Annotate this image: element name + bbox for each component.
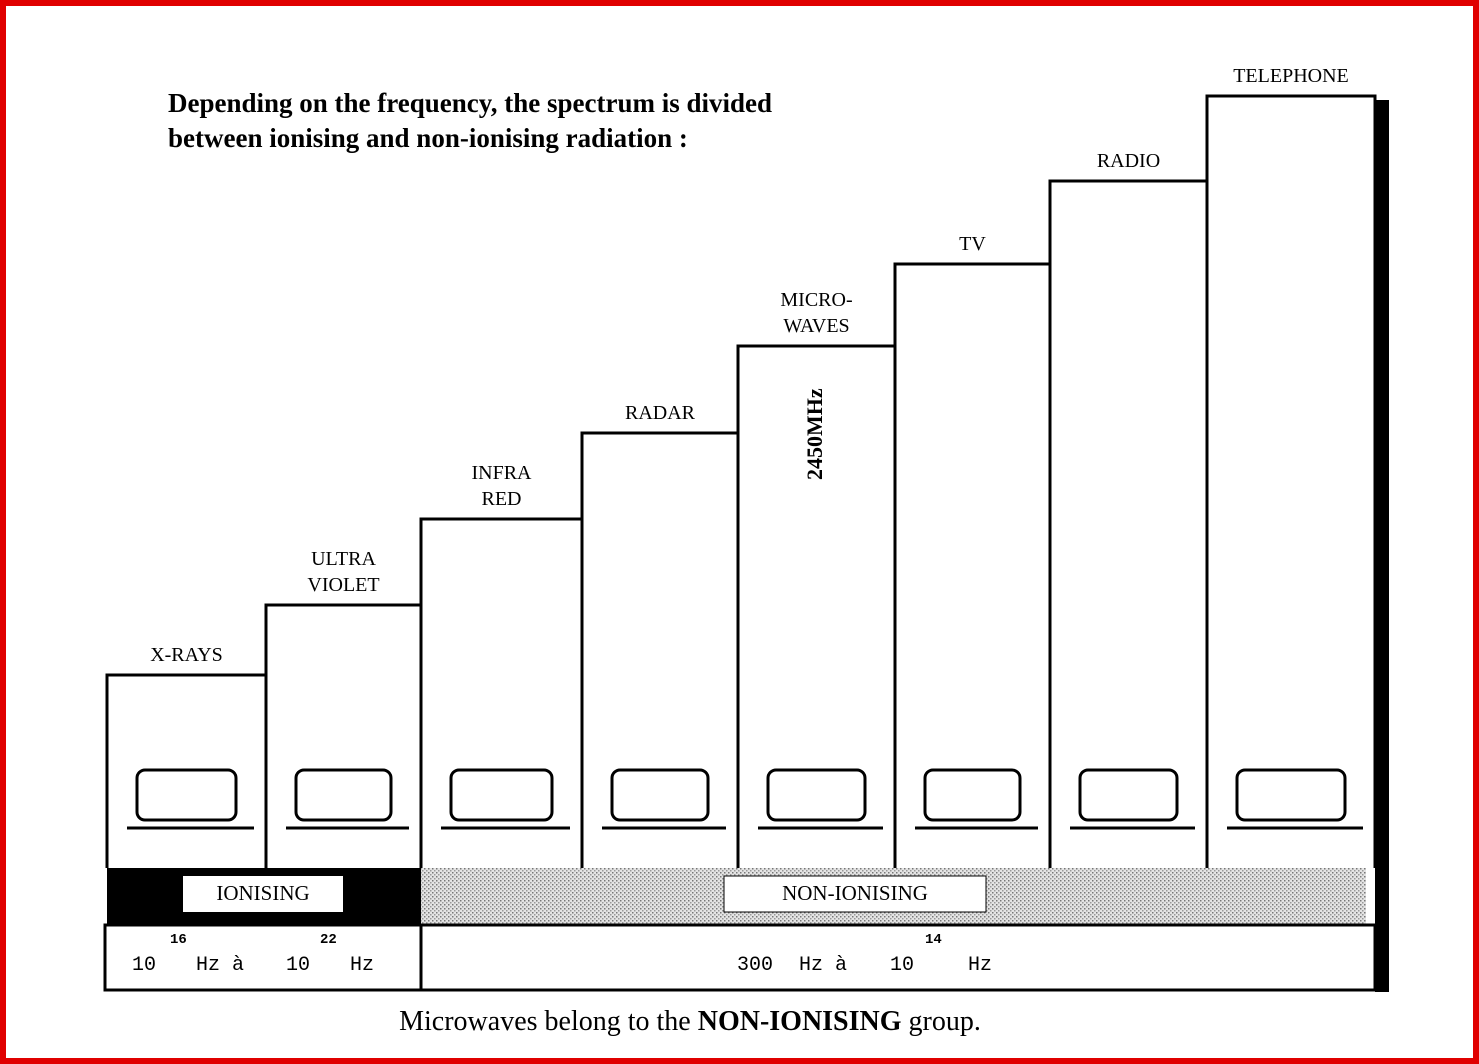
column xyxy=(421,519,582,868)
range-to: 10 xyxy=(890,954,914,977)
shadow xyxy=(1375,100,1389,992)
footer: Microwaves belong to the NON-IONISING gr… xyxy=(399,1006,981,1037)
range-to: 10 xyxy=(286,954,310,977)
footer-bold: NON-IONISING xyxy=(698,1006,902,1037)
footer-text: Microwaves belong to the xyxy=(399,1006,691,1037)
range-exp: 22 xyxy=(320,932,337,948)
column-label: MICRO- xyxy=(780,289,852,311)
column-label: INFRA xyxy=(471,462,532,484)
range-exp: 14 xyxy=(925,932,942,948)
column-label: TV xyxy=(959,233,986,255)
column-label: RED xyxy=(482,488,522,510)
column xyxy=(582,433,738,868)
title-line: Depending on the frequency, the spectrum… xyxy=(168,88,772,118)
microwave-frequency: 2450MHz xyxy=(802,388,827,480)
range-unit: Hz xyxy=(968,954,992,977)
column-label: ULTRA xyxy=(311,548,376,570)
page: Depending on the frequency, the spectrum… xyxy=(0,0,1479,1064)
column-label: RADAR xyxy=(625,402,696,424)
column-label: WAVES xyxy=(783,315,849,337)
column xyxy=(895,264,1050,868)
column-label: VIOLET xyxy=(307,574,379,596)
range-from: 300 xyxy=(737,954,773,977)
range-exp: 16 xyxy=(170,932,187,948)
range-unit: Hz xyxy=(350,954,374,977)
column xyxy=(1207,96,1375,868)
group-name: IONISING xyxy=(216,881,309,905)
column-label: X-RAYS xyxy=(150,644,223,666)
column-label: TELEPHONE xyxy=(1233,65,1349,87)
range-sep: Hz à xyxy=(196,954,244,977)
column-label: RADIO xyxy=(1097,150,1160,172)
column xyxy=(1050,181,1207,868)
range-sep: Hz à xyxy=(799,954,847,977)
title-line: between ionising and non-ionising radiat… xyxy=(168,123,688,153)
footer-text: group. xyxy=(909,1006,981,1037)
range-from: 10 xyxy=(132,954,156,977)
group-name: NON-IONISING xyxy=(782,881,928,905)
columns: X-RAYS ULTRA VIOLET INFRA RED RADAR MICRO- WAVE… xyxy=(107,65,1375,868)
